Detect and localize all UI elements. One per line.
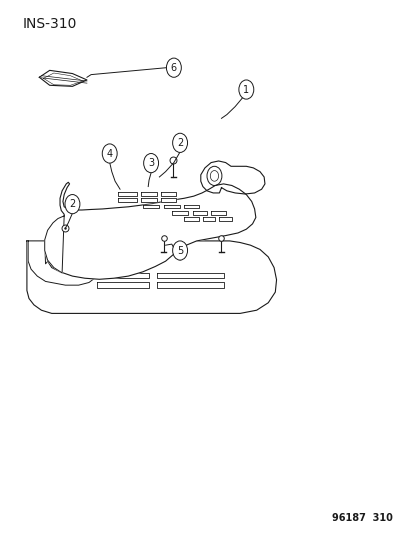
Polygon shape	[27, 241, 276, 313]
Text: 5: 5	[176, 246, 183, 255]
Circle shape	[172, 241, 187, 260]
Polygon shape	[161, 198, 176, 202]
Polygon shape	[118, 198, 136, 202]
Polygon shape	[140, 192, 157, 196]
Text: 96187  310: 96187 310	[332, 513, 392, 523]
Polygon shape	[219, 217, 231, 221]
Text: 2: 2	[176, 138, 183, 148]
Text: 1: 1	[243, 85, 249, 94]
Polygon shape	[171, 211, 188, 215]
Polygon shape	[118, 192, 136, 196]
Polygon shape	[97, 282, 149, 288]
Circle shape	[65, 195, 80, 214]
Polygon shape	[140, 198, 157, 202]
Polygon shape	[142, 205, 159, 208]
Circle shape	[166, 58, 181, 77]
Circle shape	[102, 144, 117, 163]
Text: 3: 3	[148, 158, 154, 168]
Polygon shape	[163, 205, 180, 208]
Polygon shape	[28, 241, 98, 285]
Polygon shape	[202, 217, 215, 221]
Polygon shape	[161, 192, 176, 196]
Polygon shape	[184, 205, 198, 208]
Polygon shape	[45, 216, 64, 273]
Polygon shape	[192, 211, 206, 215]
Polygon shape	[97, 273, 149, 278]
Polygon shape	[157, 273, 223, 278]
Polygon shape	[39, 70, 87, 86]
Polygon shape	[184, 217, 198, 221]
Text: 6: 6	[171, 63, 176, 72]
Polygon shape	[200, 161, 264, 194]
Text: 2: 2	[69, 199, 76, 209]
Circle shape	[238, 80, 253, 99]
Text: 4: 4	[107, 149, 112, 158]
Circle shape	[143, 154, 158, 173]
Polygon shape	[46, 182, 255, 279]
Text: INS-310: INS-310	[23, 17, 77, 31]
Circle shape	[172, 133, 187, 152]
Polygon shape	[211, 211, 225, 215]
Polygon shape	[157, 282, 223, 288]
